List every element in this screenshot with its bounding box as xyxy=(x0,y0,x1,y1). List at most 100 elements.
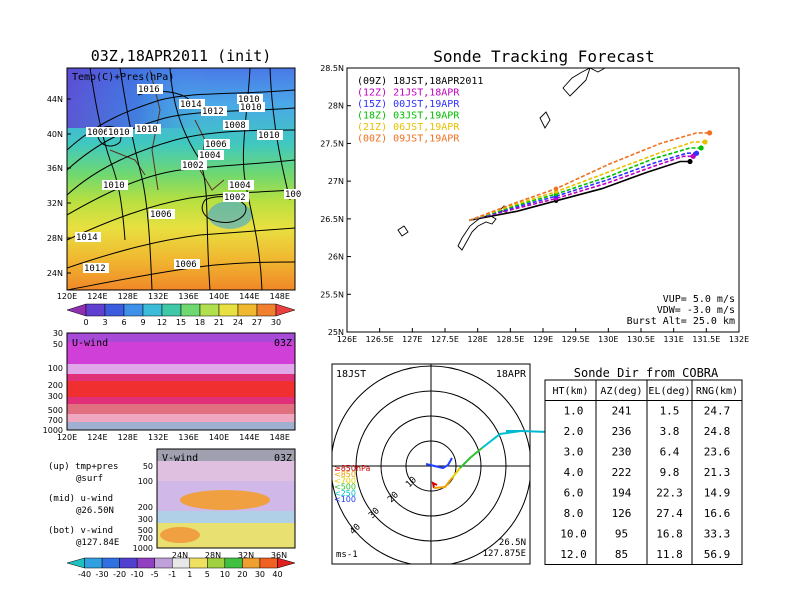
track-endpoint xyxy=(707,130,713,136)
isobar-label: 1002 xyxy=(224,193,246,203)
wind-colorbar-label: -10 xyxy=(131,570,144,579)
sonde-table-cell: 3.0 xyxy=(564,446,584,459)
map-label: Temp(C)+Pres(hPa) xyxy=(72,72,174,83)
map-lon-tick: 140E xyxy=(209,292,229,301)
hodograph-segment xyxy=(425,457,453,470)
map-lon-tick: 128E xyxy=(118,292,138,301)
vwind-p-tick: 1000 xyxy=(133,544,153,553)
track-param: VUP= 5.0 m/s xyxy=(663,294,735,305)
polar-position-lat: 26.5N xyxy=(499,538,526,548)
hodograph-segment xyxy=(433,477,453,489)
temp-colorbar-cell xyxy=(161,303,182,317)
sonde-table-cell: 14.9 xyxy=(704,487,731,500)
wind-colorbar-label: 10 xyxy=(220,570,230,579)
tracking-frame xyxy=(346,67,740,333)
vwind-p-tick: 500 xyxy=(138,526,153,535)
isobar-label-bg xyxy=(228,180,254,190)
uwind-lon-tick: 132E xyxy=(148,433,168,442)
vwind-p-tick: 700 xyxy=(138,534,153,543)
sonde-table-header: EL(deg) xyxy=(648,386,690,397)
wind-colorbar-label: -30 xyxy=(96,570,109,579)
wind-colorbar-cell xyxy=(259,557,278,569)
sonde-table-header: HT(km) xyxy=(552,386,588,397)
sonde-table-cell: 11.8 xyxy=(656,548,683,561)
track-x-tick: 129E xyxy=(533,335,553,344)
sonde-table-cell: 222 xyxy=(612,466,632,479)
track-legend-item: (12Z) 21JST,18APR xyxy=(357,88,460,99)
vwind-p-tick: 300 xyxy=(138,515,153,524)
polar-legend-item: ≥850hPa xyxy=(334,464,371,473)
isobar-label: 1016 xyxy=(138,85,160,95)
polar-legend-item: <850 xyxy=(334,470,356,479)
sonde-table-cell: 126 xyxy=(612,507,632,520)
isobar-label: 1010 xyxy=(136,125,158,135)
map-lat-tick: 36N xyxy=(47,164,63,173)
left-title: 03Z,18APR2011 (init) xyxy=(91,47,272,65)
track-point xyxy=(553,186,559,191)
uwind-lon-tick: 148E xyxy=(270,433,290,442)
note-subline: @26.50N xyxy=(76,506,114,516)
isobar-label: 1010 xyxy=(103,181,125,191)
sonde-table-cell: 16.6 xyxy=(704,507,731,520)
track-series-line xyxy=(469,160,690,222)
isobar-label: 1004 xyxy=(229,181,251,191)
sonde-table-cell: 22.3 xyxy=(656,487,683,500)
sonde-table-cell: 1.0 xyxy=(564,405,584,418)
wind-colorbar-cell xyxy=(189,557,208,569)
sonde-table-cell: 24.7 xyxy=(704,405,731,418)
wind-colorbar-label: 5 xyxy=(205,570,210,579)
isobar-label-bg xyxy=(204,139,230,149)
sonde-table-cell: 194 xyxy=(612,487,632,500)
isobar-label-bg xyxy=(181,160,207,170)
sonde-table-cell: 21.3 xyxy=(704,466,731,479)
wind-colorbar-label: 20 xyxy=(237,570,247,579)
track-y-tick: 25.5N xyxy=(320,290,344,299)
isobar-label: 1010 xyxy=(108,128,130,138)
wind-colorbar-label: 30 xyxy=(255,570,265,579)
track-y-tick: 28.5N xyxy=(320,64,344,73)
isobar-label-bg xyxy=(137,84,163,94)
track-series-line xyxy=(468,132,710,222)
isobar-label: 1004 xyxy=(199,151,221,161)
track-x-tick: 129.5E xyxy=(562,335,590,344)
temp-colorbar-label: 21 xyxy=(214,318,224,327)
wind-colorbar: -40 -30 -20 -10 -5 -1 1 5 10 20 30 40 xyxy=(66,557,296,579)
uwind-lon-tick: 140E xyxy=(209,433,229,442)
isobar-label-bg xyxy=(149,209,175,219)
track-y-tick: 27N xyxy=(328,177,344,186)
isobar-label-bg xyxy=(198,150,224,160)
isobar-label-bg xyxy=(83,263,109,273)
isobar-label: 1014 xyxy=(76,233,98,243)
sonde-table-cell: 24.8 xyxy=(704,425,731,438)
sonde-table-header: RNG(km) xyxy=(696,386,738,397)
polar-legend-item: <700 xyxy=(334,476,356,485)
track-legend-item: (09Z) 18JST,18APR2011 xyxy=(357,76,483,87)
wind-colorbar-cell xyxy=(136,557,155,569)
track-series-line xyxy=(468,141,705,222)
wind-colorbar-cell xyxy=(242,557,261,569)
sonde-table-cell: 6.0 xyxy=(564,487,584,500)
temp-colorbar-cell xyxy=(199,303,220,317)
uwind-p-tick: 300 xyxy=(48,392,63,401)
sonde-table-frame xyxy=(544,379,743,565)
isobar-label: 1006 xyxy=(175,260,197,270)
isobar-label: 100 xyxy=(285,190,301,200)
sonde-table-cell: 236 xyxy=(612,425,632,438)
track-x-tick: 130.5E xyxy=(627,335,655,344)
isobar-label: 1012 xyxy=(202,107,224,117)
temp-colorbar-label: 24 xyxy=(233,318,243,327)
track-endpoint xyxy=(690,153,696,159)
sonde-table-cell: 85 xyxy=(615,548,628,561)
isobar-label-bg xyxy=(237,94,263,104)
map-lon-tick: 120E xyxy=(57,292,77,301)
tracking-coastlines xyxy=(397,68,606,251)
isobar-label-bg xyxy=(135,124,161,134)
track-x-tick: 126.5E xyxy=(366,335,394,344)
track-series-line xyxy=(468,152,697,222)
track-y-tick: 25N xyxy=(328,328,344,337)
wind-colorbar-label: 1 xyxy=(187,570,192,579)
note-line: (mid) u-wind xyxy=(48,494,113,504)
isobar-label-bg xyxy=(179,99,205,109)
track-y-tick: 26.5N xyxy=(320,215,344,224)
